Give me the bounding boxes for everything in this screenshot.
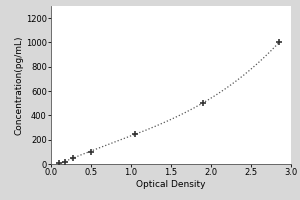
Y-axis label: Concentration(pg/mL): Concentration(pg/mL) [14, 35, 23, 135]
X-axis label: Optical Density: Optical Density [136, 180, 206, 189]
